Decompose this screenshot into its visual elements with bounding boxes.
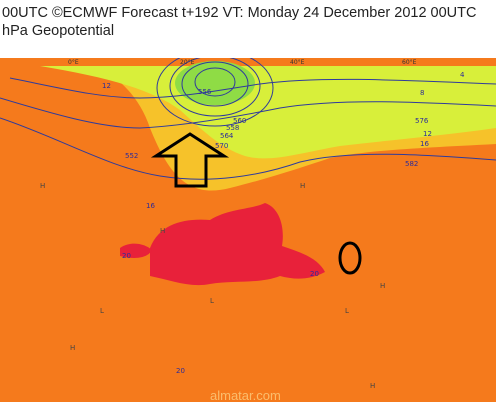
- contour-line: [0, 117, 496, 180]
- title-block: 00UTC ©ECMWF Forecast t+192 VT: Monday 2…: [2, 4, 476, 40]
- contour-line: [9, 77, 496, 99]
- ellipse-marker: [338, 241, 362, 275]
- geopotential-contours: [0, 58, 496, 180]
- contour-label: 556: [198, 88, 212, 96]
- low-mark: L: [345, 307, 349, 315]
- contour-label: 20: [176, 367, 185, 375]
- contour-label: 20: [122, 252, 131, 260]
- contour-label: 12: [102, 82, 111, 90]
- high-mark: H: [40, 182, 45, 190]
- high-mark: H: [70, 344, 75, 352]
- lon-label-0: 0°E: [68, 59, 79, 66]
- high-mark: H: [380, 282, 385, 290]
- contour-label: 16: [146, 202, 155, 210]
- high-mark: H: [300, 182, 305, 190]
- contour-ring: [169, 58, 261, 117]
- contour-label: 564: [220, 132, 234, 140]
- contour-label: 552: [125, 152, 138, 160]
- forecast-title: 00UTC ©ECMWF Forecast t+192 VT: Monday 2…: [2, 5, 477, 21]
- contour-label: 4: [460, 71, 465, 79]
- low-mark: L: [100, 307, 104, 315]
- lon-label-20: 20°E: [180, 59, 195, 66]
- contour-label: 20: [310, 270, 319, 278]
- north-arrow-outline: [150, 132, 230, 188]
- contour-label: 12: [423, 130, 432, 138]
- contour-ring: [194, 67, 236, 97]
- forecast-field: hPa Geopotential: [2, 23, 115, 39]
- contour-line: [0, 97, 496, 129]
- contour-label: 576: [415, 117, 429, 125]
- red-spot: [120, 243, 152, 258]
- contour-ring: [156, 58, 274, 127]
- low-mark: L: [210, 297, 214, 305]
- lon-label-40: 40°E: [290, 59, 305, 66]
- forecast-map: 0°E 20°E 40°E 60°E 556 558 560 564 570 5…: [0, 58, 496, 402]
- contour-label: 560: [233, 117, 246, 125]
- watermark: almatar.com: [210, 388, 281, 402]
- contour-label: 570: [215, 142, 228, 150]
- lime-region: [40, 66, 496, 159]
- lon-label-60: 60°E: [402, 59, 417, 66]
- contour-label: 582: [405, 160, 418, 168]
- high-mark: H: [370, 382, 375, 390]
- contour-label: 16: [420, 140, 429, 148]
- contour-label: 558: [226, 124, 239, 132]
- contour-ring: [181, 61, 249, 107]
- red-core: [150, 203, 325, 286]
- high-mark: H: [160, 227, 165, 235]
- contour-label: 8: [420, 89, 424, 97]
